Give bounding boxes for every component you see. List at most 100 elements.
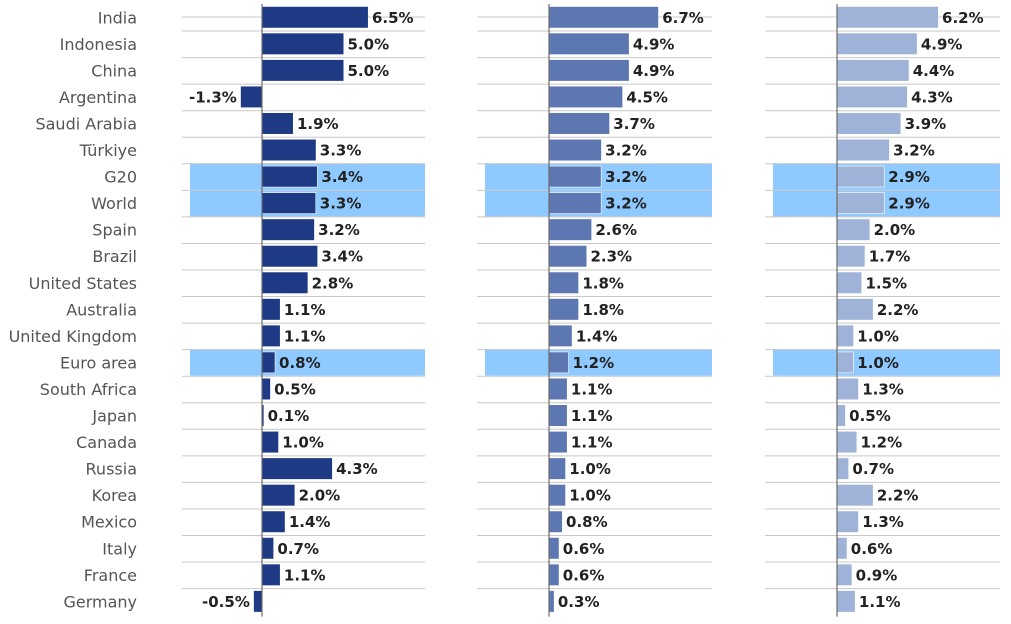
bar-indonesia-3	[837, 33, 917, 55]
value-label: 3.2%	[893, 142, 935, 160]
category-label: Canada	[76, 433, 137, 452]
category-label: World	[91, 194, 137, 213]
bar-g20-2	[548, 165, 602, 188]
value-label: 3.4%	[321, 168, 363, 186]
bar-korea-2	[549, 484, 566, 506]
highlight-band-euro-area-3	[773, 349, 1000, 376]
value-label: 1.2%	[861, 434, 903, 452]
bar-united-states-2	[549, 272, 579, 294]
bar-indonesia-2	[549, 33, 629, 55]
bar-euro-area-3	[836, 351, 854, 374]
bar-russia-3	[837, 458, 849, 480]
value-label: 6.2%	[942, 9, 984, 27]
value-label: 4.9%	[633, 62, 675, 80]
value-label: 0.1%	[268, 407, 310, 425]
bar-india-2	[549, 6, 659, 28]
bar-china-3	[837, 59, 909, 81]
value-label: 0.8%	[279, 354, 321, 372]
value-label: 0.3%	[558, 593, 600, 611]
gridlines	[182, 16, 1000, 590]
bar-south-africa-1	[262, 378, 271, 400]
value-label: 1.0%	[857, 354, 899, 372]
value-label: 1.1%	[571, 434, 613, 452]
category-label: Russia	[86, 460, 137, 479]
category-label: Korea	[92, 486, 137, 505]
value-label: 1.0%	[569, 487, 611, 505]
value-label: 1.2%	[573, 354, 615, 372]
highlight-band-g20-3	[773, 163, 1000, 190]
category-label: Türkiye	[79, 141, 137, 160]
bar-united-kingdom-2	[549, 325, 572, 347]
value-label: 2.2%	[877, 301, 919, 319]
value-label: 1.1%	[571, 407, 613, 425]
category-label: India	[98, 8, 137, 27]
bar-saudi-arabia-3	[837, 112, 901, 134]
bar-spain-2	[549, 219, 592, 241]
value-label: 2.0%	[874, 221, 916, 239]
category-label: France	[84, 566, 137, 585]
bar-argentina-3	[837, 86, 908, 108]
bar-euro-area-1	[261, 351, 276, 374]
value-label: 2.9%	[888, 168, 930, 186]
value-label: 1.0%	[569, 460, 611, 478]
bar-world-2	[548, 192, 602, 214]
bar-south-africa-2	[549, 378, 567, 400]
value-label: 0.7%	[277, 540, 319, 558]
category-label: United States	[29, 274, 137, 293]
category-label: Italy	[102, 539, 137, 558]
value-label: 3.2%	[318, 221, 360, 239]
bars	[240, 6, 939, 612]
bar-canada-1	[262, 431, 279, 453]
value-label: 0.6%	[563, 540, 605, 558]
value-label: 4.4%	[913, 62, 955, 80]
value-label: 2.6%	[595, 221, 637, 239]
bar-india-3	[837, 6, 939, 28]
category-label: Euro area	[60, 353, 137, 372]
category-labels: India Indonesia China Argentina Saudi Arabia…	[9, 8, 137, 611]
bar-russia-2	[549, 458, 566, 480]
bar-australia-3	[837, 298, 873, 320]
category-label: United Kingdom	[9, 327, 137, 346]
value-label: 3.2%	[605, 195, 647, 213]
value-label: 5.0%	[348, 35, 390, 53]
bar-japan-1	[262, 405, 264, 427]
value-label: 3.3%	[320, 142, 362, 160]
bar-canada-3	[837, 431, 857, 453]
bar-germany-3	[837, 590, 855, 612]
bar-south-africa-3	[837, 378, 859, 400]
bar-united-states-3	[837, 272, 862, 294]
value-label: 4.3%	[336, 460, 378, 478]
value-label: 1.0%	[857, 327, 899, 345]
bar-g20-3	[836, 165, 885, 188]
value-label: 1.1%	[859, 593, 901, 611]
value-label: 6.7%	[662, 9, 704, 27]
bar-australia-1	[262, 298, 280, 320]
value-label: 3.4%	[321, 248, 363, 266]
highlight-band-world-3	[773, 189, 1000, 217]
bar-canada-2	[549, 431, 567, 453]
value-label: 1.3%	[862, 380, 904, 398]
bar-saudi-arabia-2	[549, 112, 610, 134]
bar-türkiye-1	[262, 139, 316, 161]
category-label: Japan	[91, 407, 137, 426]
value-labels: 6.5% 5.0% 5.0% -1.3% 1.9% 3.3% 3.4% 3.3% 3.2% 3.4…	[189, 9, 984, 611]
value-label: 1.1%	[571, 380, 613, 398]
value-label: 1.1%	[284, 327, 326, 345]
bar-italy-1	[262, 537, 274, 559]
bar-japan-3	[837, 405, 846, 427]
bar-united-kingdom-1	[262, 325, 280, 347]
highlight-band-euro-area-2	[485, 349, 712, 376]
value-label: 1.1%	[284, 301, 326, 319]
value-label: 0.5%	[849, 407, 891, 425]
bar-china-1	[262, 59, 344, 81]
value-label: 1.8%	[582, 301, 624, 319]
value-label: 2.3%	[590, 248, 632, 266]
value-label: 0.5%	[274, 380, 316, 398]
value-label: 6.5%	[372, 9, 414, 27]
bar-saudi-arabia-1	[262, 112, 293, 134]
value-label: 0.9%	[856, 566, 898, 584]
value-label: 0.8%	[566, 513, 608, 531]
value-label: 3.7%	[613, 115, 655, 133]
category-label: Mexico	[81, 513, 137, 532]
value-label: 4.9%	[921, 35, 963, 53]
